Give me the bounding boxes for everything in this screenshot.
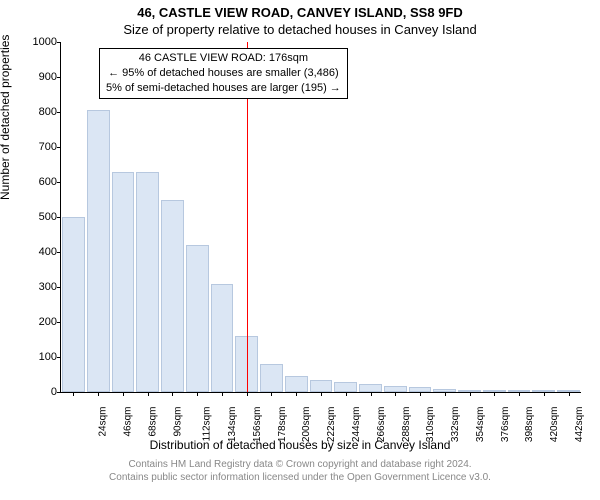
y-tick-mark (57, 322, 61, 323)
x-tick-mark (346, 392, 347, 396)
x-tick-mark (247, 392, 248, 396)
x-tick-label: 24sqm (98, 407, 109, 437)
x-tick-label: 46sqm (123, 407, 134, 437)
x-tick-label: 376sqm (500, 407, 511, 443)
x-tick-mark (296, 392, 297, 396)
y-tick-mark (57, 217, 61, 218)
x-tick-label: 354sqm (475, 407, 486, 443)
y-tick-mark (57, 287, 61, 288)
x-tick-mark (494, 392, 495, 396)
histogram-bar (87, 110, 110, 392)
histogram-bar (136, 172, 159, 393)
y-axis-label: Number of detached properties (0, 35, 12, 200)
y-tick-mark (57, 147, 61, 148)
footer-line1: Contains HM Land Registry data © Crown c… (128, 459, 471, 470)
x-tick-mark (197, 392, 198, 396)
x-tick-label: 178sqm (277, 407, 288, 443)
histogram-bar (62, 217, 85, 392)
y-tick-mark (57, 42, 61, 43)
x-tick-label: 332sqm (450, 407, 461, 443)
chart-plot-area: 0100200300400500600700800900100024sqm46s… (60, 42, 581, 393)
x-tick-mark (445, 392, 446, 396)
histogram-bar (260, 364, 283, 392)
x-tick-label: 398sqm (524, 407, 535, 443)
y-tick-mark (57, 182, 61, 183)
x-tick-mark (321, 392, 322, 396)
x-tick-mark (395, 392, 396, 396)
annotation-line1: 46 CASTLE VIEW ROAD: 176sqm (106, 51, 341, 66)
x-tick-mark (519, 392, 520, 396)
footer-line2: Contains public sector information licen… (109, 472, 491, 483)
x-tick-mark (148, 392, 149, 396)
histogram-bar (310, 380, 333, 392)
x-axis-label: Distribution of detached houses by size … (0, 438, 600, 452)
histogram-bar (334, 382, 357, 392)
histogram-bar (186, 245, 209, 392)
x-tick-label: 222sqm (326, 407, 337, 443)
x-tick-mark (371, 392, 372, 396)
x-tick-mark (222, 392, 223, 396)
chart-title-subtitle: Size of property relative to detached ho… (0, 22, 600, 37)
x-tick-label: 68sqm (147, 407, 158, 437)
histogram-bar (112, 172, 135, 393)
chart-footer: Contains HM Land Registry data © Crown c… (0, 458, 600, 484)
x-tick-label: 288sqm (401, 407, 412, 443)
chart-title-address: 46, CASTLE VIEW ROAD, CANVEY ISLAND, SS8… (0, 5, 600, 20)
histogram-bar (285, 376, 308, 392)
x-tick-mark (470, 392, 471, 396)
x-tick-mark (123, 392, 124, 396)
annotation-line3: 5% of semi-detached houses are larger (1… (106, 81, 341, 96)
x-tick-label: 200sqm (302, 407, 313, 443)
x-tick-mark (98, 392, 99, 396)
x-tick-mark (172, 392, 173, 396)
x-tick-mark (420, 392, 421, 396)
x-tick-label: 266sqm (376, 407, 387, 443)
y-tick-mark (57, 392, 61, 393)
histogram-bar (359, 384, 382, 392)
x-tick-label: 420sqm (549, 407, 560, 443)
annotation-line2: ← 95% of detached houses are smaller (3,… (106, 66, 341, 81)
x-tick-mark (569, 392, 570, 396)
annotation-box: 46 CASTLE VIEW ROAD: 176sqm← 95% of deta… (99, 48, 348, 99)
y-tick-mark (57, 252, 61, 253)
x-tick-label: 310sqm (425, 407, 436, 443)
x-tick-label: 112sqm (202, 407, 213, 442)
y-tick-mark (57, 77, 61, 78)
x-tick-label: 90sqm (172, 407, 183, 437)
x-tick-mark (73, 392, 74, 396)
x-tick-label: 156sqm (252, 407, 263, 443)
histogram-bar (211, 284, 234, 393)
x-tick-label: 134sqm (227, 407, 238, 443)
x-tick-mark (271, 392, 272, 396)
y-tick-mark (57, 112, 61, 113)
y-tick-mark (57, 357, 61, 358)
x-tick-label: 442sqm (574, 407, 585, 443)
histogram-bar (161, 200, 184, 393)
x-tick-label: 244sqm (351, 407, 362, 443)
x-tick-mark (544, 392, 545, 396)
